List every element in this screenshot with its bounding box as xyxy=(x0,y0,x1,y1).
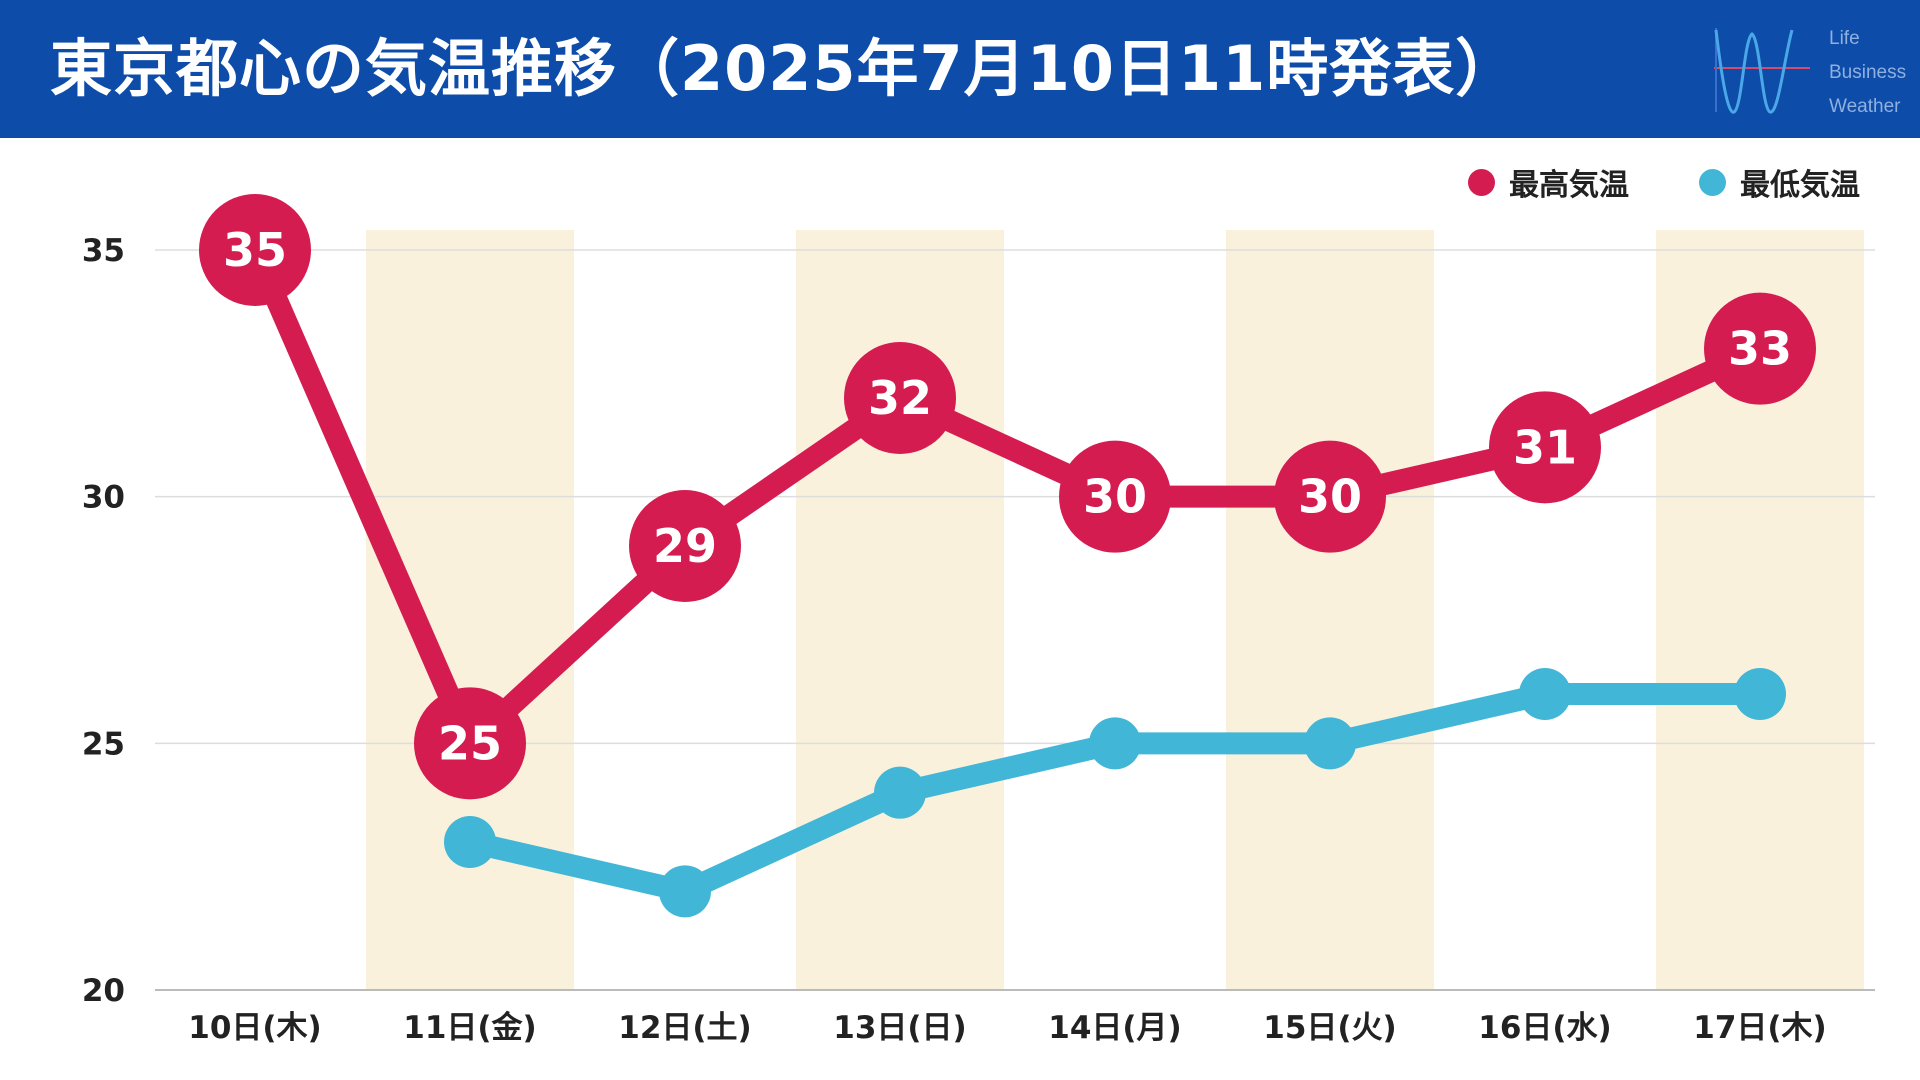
highlight-band xyxy=(366,230,574,990)
logo-line-3: Weather xyxy=(1829,96,1901,117)
high-point xyxy=(1489,391,1601,504)
low-point xyxy=(659,865,711,918)
x-tick-label: 15日(火) xyxy=(1263,1010,1396,1046)
logo-line-2: Business xyxy=(1829,62,1907,83)
high-point xyxy=(1274,440,1386,553)
high-point xyxy=(1059,440,1171,553)
high-data-label: 32 xyxy=(868,371,932,425)
logo-line-1: Life xyxy=(1829,28,1860,49)
high-data-label: 30 xyxy=(1298,470,1362,524)
legend-dot-high xyxy=(1468,168,1495,196)
low-point xyxy=(1089,717,1141,770)
high-data-label: 25 xyxy=(438,716,502,770)
high-point xyxy=(844,342,956,454)
low-point xyxy=(1304,717,1356,770)
y-tick-label: 30 xyxy=(82,480,125,516)
high-point xyxy=(199,194,311,306)
high-data-label: 29 xyxy=(653,519,717,573)
highlight-band xyxy=(1226,230,1434,990)
x-tick-label: 12日(土) xyxy=(618,1010,751,1046)
x-tick-label: 11日(金) xyxy=(403,1010,536,1046)
x-tick-label: 13日(日) xyxy=(833,1010,966,1046)
low-point xyxy=(444,816,496,868)
x-tick-label: 14日(月) xyxy=(1048,1010,1181,1046)
temperature-chart: 20 25 30 35 10日(木) 11日(金) 12日(土) 13日(日) 14日(月) 15… xyxy=(82,194,1875,1046)
high-data-label: 33 xyxy=(1728,322,1792,376)
high-point xyxy=(414,687,526,800)
legend-item-low: 最低気温 xyxy=(1699,160,1860,204)
y-tick-label: 35 xyxy=(82,233,125,269)
legend-dot-low xyxy=(1699,168,1726,196)
legend: 最高気温 最低気温 xyxy=(1468,160,1860,204)
y-tick-label: 25 xyxy=(82,726,125,762)
high-data-label: 35 xyxy=(223,223,287,277)
x-tick-label: 16日(水) xyxy=(1478,1010,1611,1046)
waveform-w-icon xyxy=(1714,28,1810,114)
y-tick-label: 20 xyxy=(82,973,125,1009)
high-point xyxy=(1704,292,1816,405)
x-tick-label: 10日(木) xyxy=(188,1010,321,1046)
low-point xyxy=(1734,668,1786,720)
low-point xyxy=(874,766,926,819)
x-tick-label: 17日(木) xyxy=(1693,1010,1826,1046)
high-data-label: 31 xyxy=(1513,420,1577,474)
title-bar: 東京都心の気温推移（2025年7月10日11時発表） Life Business… xyxy=(0,0,1920,138)
chart-title: 東京都心の気温推移（2025年7月10日11時発表） xyxy=(50,32,1519,105)
low-point xyxy=(1519,668,1571,720)
legend-item-high: 最高気温 xyxy=(1468,160,1629,204)
high-point xyxy=(629,490,741,602)
logo: Life Business Weather xyxy=(1712,20,1912,130)
legend-label-low: 最低気温 xyxy=(1740,168,1860,203)
high-data-label: 30 xyxy=(1083,470,1147,524)
legend-label-high: 最高気温 xyxy=(1509,168,1629,203)
